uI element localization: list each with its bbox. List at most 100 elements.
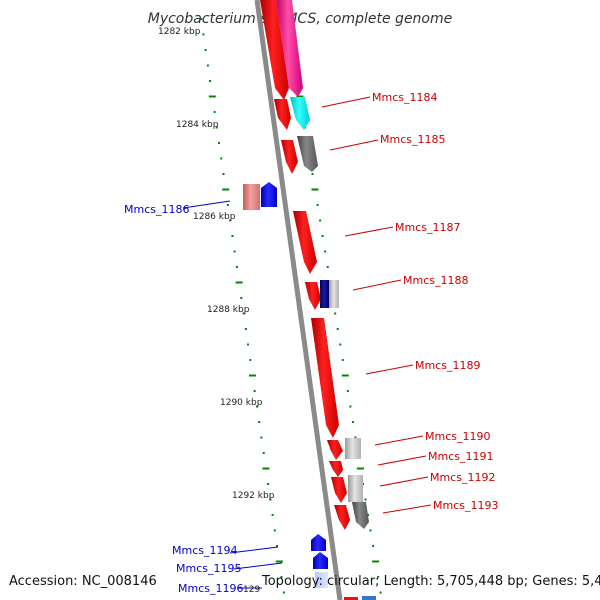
- gene-arrow-mmcs-1186[interactable]: [261, 182, 277, 207]
- coord-label-1292: 1292 kbp: [232, 491, 275, 501]
- gene-block-mmcs-1196[interactable]: [315, 572, 328, 588]
- gene-arrow-mmcs-1184[interactable]: [274, 99, 291, 130]
- gc-dot: [244, 328, 247, 330]
- leader-mmcs-1187: [344, 226, 394, 237]
- label-mmcs-1187[interactable]: Mmcs_1187: [395, 221, 460, 234]
- coord-label-1284: 1284 kbp: [176, 120, 219, 130]
- label-mmcs-1184[interactable]: Mmcs_1184: [372, 91, 437, 104]
- leader-mmcs-1184: [321, 96, 371, 108]
- gene-arrow-mmcs-1192[interactable]: [331, 477, 347, 503]
- leader-mmcs-1186: [182, 200, 231, 209]
- gc-dot: [275, 560, 283, 563]
- gc-dot: [206, 64, 209, 67]
- gc-dot: [260, 436, 263, 439]
- gene-arrow-mmcs-1195[interactable]: [313, 552, 328, 569]
- gc-dot: [222, 188, 230, 191]
- gc-dot: [226, 204, 229, 206]
- gene-block-tail-red[interactable]: [344, 597, 358, 600]
- leader-mmcs-1192: [379, 476, 429, 487]
- gene-labels: Mmcs_1184 Mmcs_1185 Mmcs_1186 Mmcs_1187 …: [124, 91, 498, 595]
- gc-dot: [209, 80, 212, 82]
- gc-dot: [364, 498, 367, 501]
- forward-cds-track: [260, 0, 350, 530]
- hit-block-gray-1185[interactable]: [297, 136, 318, 172]
- forward-hit-track: [276, 0, 369, 529]
- gene-arrow-mmcs-1194[interactable]: [311, 534, 326, 551]
- gene-arrow-mmcs-1188[interactable]: [305, 282, 321, 310]
- label-mmcs-1190[interactable]: Mmcs_1190: [425, 430, 490, 443]
- map-title: Mycobacterium sp. MCS, complete genome: [148, 11, 453, 27]
- gene-arrow-mmcs-1191[interactable]: [329, 461, 343, 477]
- label-mmcs-1186[interactable]: Mmcs_1186: [124, 203, 189, 216]
- gc-dot: [218, 142, 220, 144]
- coord-label-1282: 1282 kbp: [158, 27, 201, 37]
- gc-dot: [204, 49, 207, 51]
- gc-dot: [334, 312, 337, 315]
- label-mmcs-1185[interactable]: Mmcs_1185: [380, 133, 445, 146]
- gc-dot: [372, 560, 380, 563]
- gc-dot: [262, 452, 265, 454]
- hit-block-pink[interactable]: [276, 0, 303, 97]
- gc-dot: [240, 297, 243, 299]
- label-mmcs-1196[interactable]: Mmcs_1196: [178, 582, 243, 595]
- gc-dot: [367, 514, 369, 516]
- gc-dot: [346, 390, 349, 392]
- gc-dot: [341, 374, 349, 377]
- gene-arrow-mmcs-1185[interactable]: [281, 140, 298, 174]
- hit-block-light-1190[interactable]: [345, 438, 361, 459]
- gc-dot: [319, 219, 322, 222]
- label-mmcs-1195[interactable]: Mmcs_1195: [176, 562, 241, 575]
- gc-dot: [341, 359, 344, 361]
- gene-arrow-mmcs-1187[interactable]: [293, 211, 317, 274]
- coord-label-1290: 1290 kbp: [220, 398, 263, 408]
- label-mmcs-1191[interactable]: Mmcs_1191: [428, 450, 493, 463]
- accession-text: Accession: NC_008146: [9, 574, 157, 589]
- gc-dot: [247, 343, 249, 346]
- gc-dot: [235, 281, 243, 284]
- label-mmcs-1193[interactable]: Mmcs_1193: [433, 499, 498, 512]
- reverse-cds-track: [243, 182, 376, 600]
- gene-block-tail-blue[interactable]: [362, 596, 376, 600]
- label-mmcs-1188[interactable]: Mmcs_1188: [403, 274, 468, 287]
- gc-dot: [349, 405, 352, 408]
- gene-arrow-mmcs-1190[interactable]: [327, 440, 343, 460]
- gc-dot: [256, 405, 258, 408]
- gc-dot: [235, 266, 238, 268]
- gc-dot: [372, 545, 375, 547]
- gene-arrow-mmcs-1193[interactable]: [334, 505, 350, 530]
- coord-label-1288: 1288 kbp: [207, 305, 250, 315]
- gc-dot: [369, 529, 372, 532]
- gene-arrow-upstream[interactable]: [260, 0, 289, 100]
- leader-mmcs-1195: [233, 562, 283, 570]
- hit-block-gray-1193[interactable]: [352, 502, 369, 529]
- gc-dot: [233, 250, 236, 253]
- gene-arrow-mmcs-1189[interactable]: [311, 318, 339, 438]
- label-mmcs-1189[interactable]: Mmcs_1189: [415, 359, 480, 372]
- gc-dot: [242, 312, 245, 315]
- gc-dot: [280, 576, 283, 578]
- gc-dot: [311, 173, 314, 175]
- gc-dot: [379, 591, 382, 594]
- label-mmcs-1192[interactable]: Mmcs_1192: [430, 471, 495, 484]
- hit-block-light-1192[interactable]: [348, 475, 363, 502]
- hit-block-light-1188[interactable]: [329, 280, 339, 308]
- leader-mmcs-1190: [374, 435, 424, 446]
- gc-dot: [356, 467, 364, 470]
- leader-mmcs-1188: [352, 279, 402, 291]
- gc-dot: [321, 235, 324, 237]
- gc-dot: [258, 421, 261, 423]
- gc-dot: [311, 188, 319, 191]
- hit-block-navy[interactable]: [320, 280, 329, 308]
- gc-dot: [222, 173, 225, 175]
- leader-mmcs-1193: [382, 504, 432, 514]
- hit-block-salmon-1186[interactable]: [243, 184, 260, 210]
- gc-dot: [324, 250, 327, 253]
- topology-text: Topology: circular; Length: 5,705,448 bp…: [262, 574, 600, 589]
- hit-block-cyan[interactable]: [290, 97, 310, 130]
- gc-dot: [276, 545, 279, 547]
- label-mmcs-1194[interactable]: Mmcs_1194: [172, 544, 237, 557]
- gc-dot: [231, 235, 234, 237]
- gc-dot: [215, 126, 218, 129]
- gc-dot: [249, 374, 256, 377]
